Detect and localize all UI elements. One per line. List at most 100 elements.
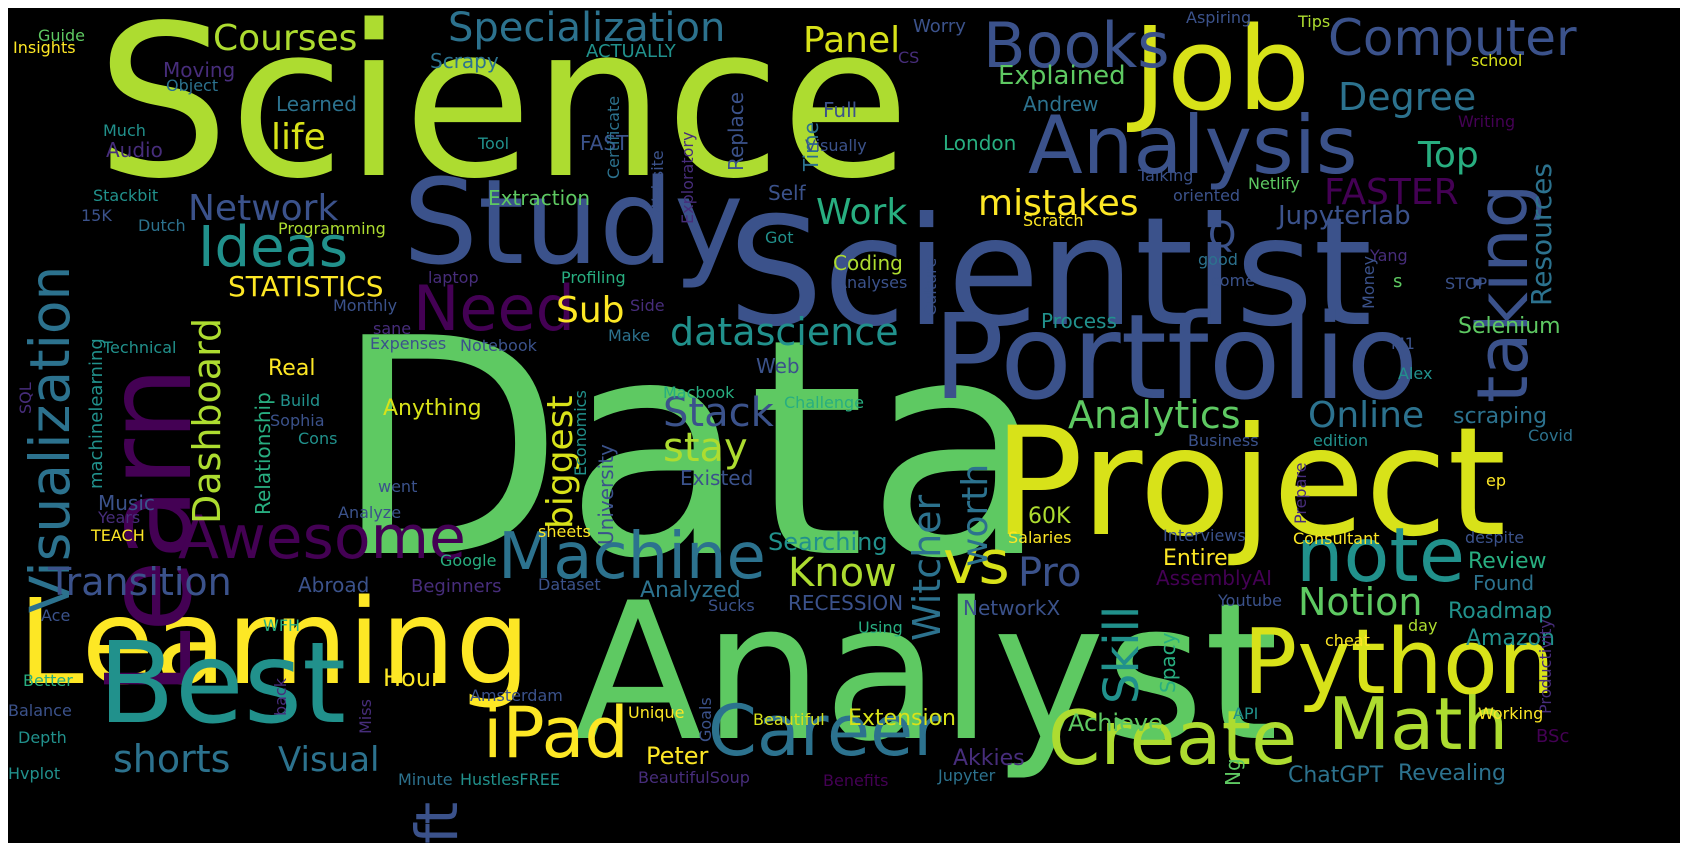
word-data: Data xyxy=(333,275,1050,624)
word-university: University xyxy=(594,444,618,545)
word-cloud: Data Science Analyst Scientist Project Learni… xyxy=(8,8,1680,843)
word-shorts: shorts xyxy=(113,737,231,781)
word-machine: Machine xyxy=(498,520,766,594)
word-analyst: Analyst xyxy=(573,562,1279,783)
word-create: Create xyxy=(1048,694,1298,782)
word-sane: sane xyxy=(373,319,412,338)
word-profiling: Profiling xyxy=(561,268,626,287)
word-statistics: STATISTICS xyxy=(228,270,384,303)
word-hvplot: Hvplot xyxy=(8,764,61,783)
word-exploratory: Exploratory xyxy=(678,131,697,224)
word-vs: vs xyxy=(943,528,1010,598)
word-analysis: Analysis xyxy=(1028,99,1358,192)
word-found: Found xyxy=(1473,571,1535,595)
word-fast: FAST xyxy=(580,131,629,155)
word-dutch: Dutch xyxy=(138,216,186,235)
word-prepare: Prepare xyxy=(1291,462,1310,524)
word-money: Money xyxy=(1359,255,1378,309)
word-oriented: oriented xyxy=(1173,186,1241,205)
word-web: Web xyxy=(756,354,800,378)
word-life: life xyxy=(271,117,326,158)
word-job: Job xyxy=(1133,8,1311,137)
word-wfh: WFH xyxy=(263,616,301,635)
word-ace: Ace xyxy=(41,606,71,625)
word-hour: Hour xyxy=(383,664,441,692)
word-better: Better xyxy=(23,671,73,690)
word-back: back xyxy=(271,677,290,716)
word-ideas: Ideas xyxy=(198,215,349,280)
word-covid: Covid xyxy=(1528,426,1574,445)
word-panel: Panel xyxy=(803,20,901,61)
word-achieve: Achieve xyxy=(1068,709,1163,737)
word-searching: Searching xyxy=(768,528,888,556)
word-cheat: cheat xyxy=(1325,631,1370,650)
word-science: Science xyxy=(96,8,911,225)
word-miss: Miss xyxy=(356,699,375,734)
word-skill: Skill xyxy=(1094,605,1150,704)
word-certificate: Certificate xyxy=(604,95,623,179)
word-revealing: Revealing xyxy=(1398,761,1507,786)
word-s: s xyxy=(1393,271,1403,292)
word-day: day xyxy=(1408,616,1438,635)
word-yang: Yang xyxy=(1370,246,1408,265)
word-pro: Pro xyxy=(1018,550,1082,596)
word-expenses: Expenses xyxy=(370,334,447,353)
word-best: Best xyxy=(98,619,347,749)
word-ng: Ng xyxy=(1221,758,1245,786)
word-jupyter: Jupyter xyxy=(938,766,996,785)
word-books: Books xyxy=(983,9,1170,82)
word-aspiring: Aspiring xyxy=(1186,8,1252,27)
word-balance: Balance xyxy=(8,701,72,720)
word-goals: Goals xyxy=(696,697,715,742)
word-akkies: Akkies xyxy=(953,746,1025,771)
word-cons: Cons xyxy=(298,429,338,448)
word-scraping: scraping xyxy=(1453,404,1548,429)
word-sophia: Sophia xyxy=(270,411,325,430)
word-abroad: Abroad xyxy=(298,573,370,597)
word-specialization: Specialization xyxy=(448,8,726,51)
word-object: Object xyxy=(166,76,219,95)
word-machinelearning: machinelearning xyxy=(86,338,107,489)
word-datascience: datascience xyxy=(670,310,899,354)
word-school: school xyxy=(1471,51,1523,70)
word-transition: Transition xyxy=(48,560,232,604)
word-analyses: Analyses xyxy=(836,273,908,292)
word-scientist: Scientist xyxy=(728,186,1373,360)
word-google: Google xyxy=(440,551,497,570)
word-self: Self xyxy=(768,181,806,205)
word-technical: Technical xyxy=(103,338,177,357)
word-computer: Computer xyxy=(1328,9,1577,67)
word-talking: Talking xyxy=(1138,166,1194,185)
word-python: Python xyxy=(1243,610,1555,715)
word-writing: Writing xyxy=(1458,112,1516,131)
word-stackbit: Stackbit xyxy=(93,186,159,205)
word-online: Online xyxy=(1308,395,1425,436)
word-beautifulsoup: BeautifulSoup xyxy=(638,768,750,787)
word-scrapy: Scrapy xyxy=(430,49,499,73)
word-minute: Minute xyxy=(398,770,453,789)
word-programming: Programming xyxy=(278,219,386,238)
word-music: Music xyxy=(98,491,155,515)
word-resources: Resources xyxy=(1525,163,1558,306)
word-depth: Depth xyxy=(18,728,67,747)
word-teach: TEACH xyxy=(91,526,145,545)
word-spacy: Spacy xyxy=(1156,632,1180,693)
word-top: Top xyxy=(1418,135,1479,176)
word-benefits: Benefits xyxy=(823,771,889,790)
word-good: good xyxy=(1198,250,1238,269)
word-bsc: BSc xyxy=(1536,726,1570,747)
word-actually: ACTUALLY xyxy=(586,41,676,62)
word-anything: Anything xyxy=(383,396,482,421)
word-coding: Coding xyxy=(833,251,903,275)
word-portfolio: Portfolio xyxy=(933,288,1419,426)
word-macbook: Macbook xyxy=(663,383,735,402)
word-note: note xyxy=(1296,511,1465,599)
word-moving: Moving xyxy=(163,58,236,82)
word-alex: Alex xyxy=(1398,364,1433,383)
word-jupyterlab: Jupyterlab xyxy=(1278,201,1411,231)
word-stay: stay xyxy=(663,425,748,471)
word-visually: Visually xyxy=(805,136,867,155)
word-sheets: sheets xyxy=(538,522,591,541)
word-come: come xyxy=(1211,271,1256,290)
word-laptop: laptop xyxy=(428,268,479,287)
